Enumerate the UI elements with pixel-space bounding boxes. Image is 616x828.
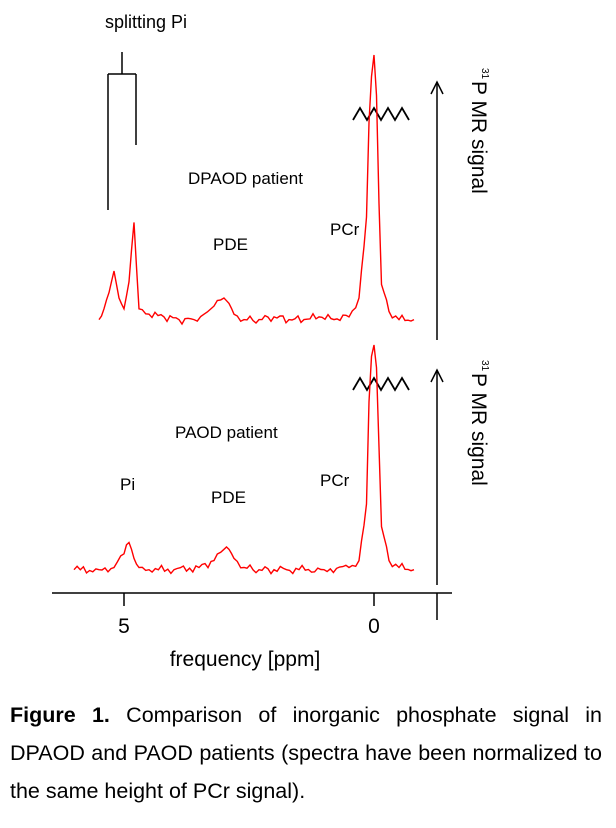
pcr-label-bottom: PCr xyxy=(320,471,350,490)
ylabel-bottom-text: P MR signal xyxy=(467,373,490,486)
x-axis: 5 0 frequency [ppm] xyxy=(52,592,452,671)
x-tick-label-0: 0 xyxy=(368,615,380,638)
spectra-figure: splitting Pi DPAOD patient PDE PCr 31 P … xyxy=(52,12,490,671)
ylabel-top: 31 P MR signal xyxy=(467,68,490,194)
ylabel-top-superscript: 31 xyxy=(479,68,490,80)
splitting-pi-label: splitting Pi xyxy=(105,12,187,32)
y-axis-arrow-bottom xyxy=(430,368,444,383)
paod-panel: PAOD patient Pi PDE PCr 31 P MR signal xyxy=(73,344,490,585)
caption-text: Comparison of inorganic phosphate signal… xyxy=(10,703,602,803)
ylabel-bottom-superscript: 31 xyxy=(479,360,490,372)
ylabel-bottom: 31 P MR signal xyxy=(467,360,490,486)
paod-title: PAOD patient xyxy=(175,423,278,442)
x-axis-label: frequency [ppm] xyxy=(170,648,321,671)
pde-label-bottom: PDE xyxy=(211,488,246,507)
pde-label-top: PDE xyxy=(213,235,248,254)
paod-spectrum-line xyxy=(73,344,415,575)
figure-caption: Figure 1. Comparison of inorganic phosph… xyxy=(10,696,602,810)
pcr-label-top: PCr xyxy=(330,220,360,239)
dpaod-title: DPAOD patient xyxy=(188,169,303,188)
y-axis-arrow-top xyxy=(430,80,444,95)
caption-label: Figure 1. xyxy=(10,703,110,727)
pi-label-bottom: Pi xyxy=(120,475,135,494)
dpaod-spectrum-line xyxy=(98,54,415,326)
splitting-bracket xyxy=(107,52,137,210)
ylabel-top-text: P MR signal xyxy=(467,81,490,194)
dpaod-panel: splitting Pi DPAOD patient PDE PCr 31 P … xyxy=(98,12,490,340)
x-tick-label-5: 5 xyxy=(118,615,130,638)
break-mark-top xyxy=(352,106,410,122)
break-mark-bottom xyxy=(352,376,410,392)
